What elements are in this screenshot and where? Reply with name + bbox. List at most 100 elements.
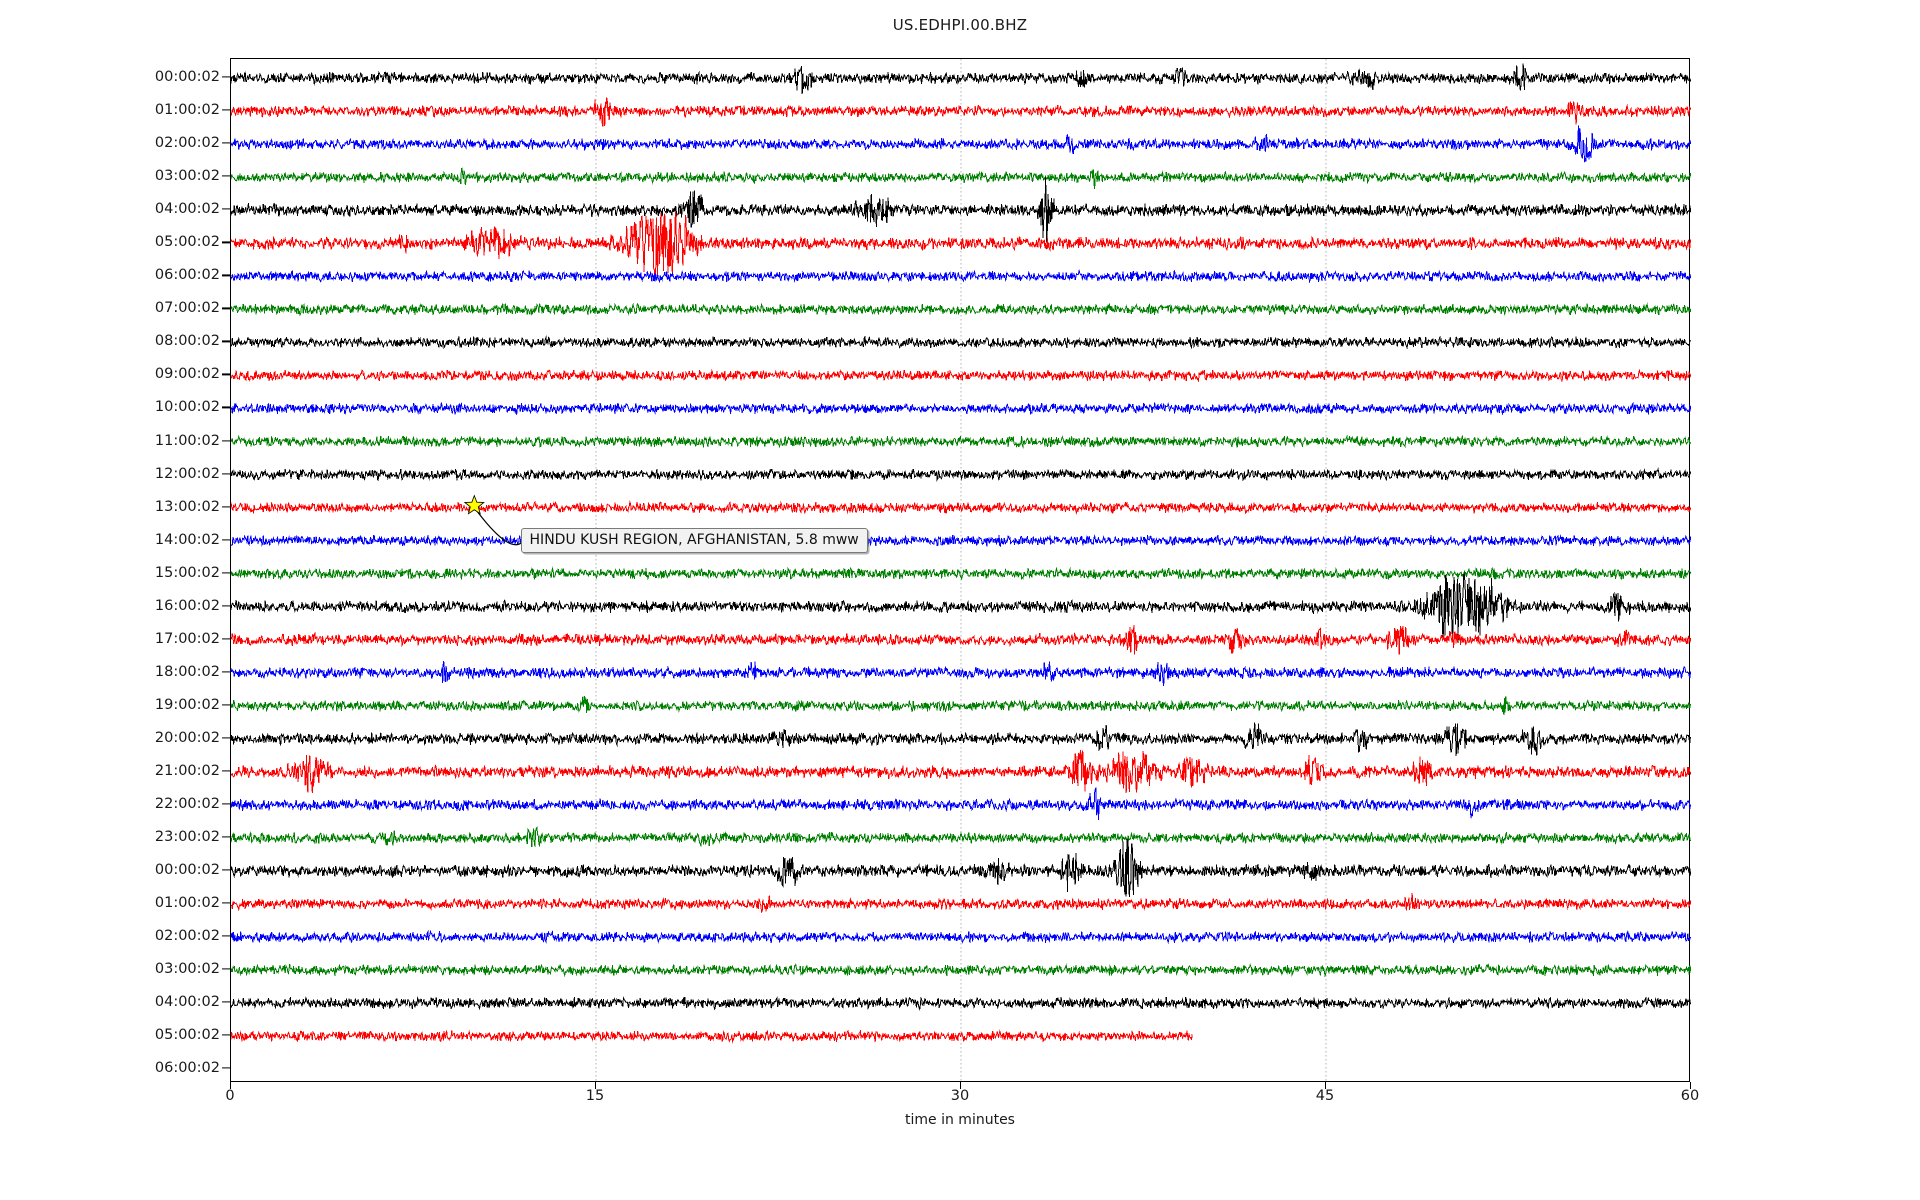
y-axis-tick-mark xyxy=(222,109,230,111)
seismic-trace xyxy=(231,750,1691,794)
seismic-trace xyxy=(231,826,1691,848)
y-axis-tick-label: 05:00:02 xyxy=(154,1027,220,1044)
y-axis-tick-label: 10:00:02 xyxy=(154,399,220,416)
y-axis-tick-label: 07:00:02 xyxy=(154,300,220,317)
x-axis-tick-label: 30 xyxy=(950,1088,970,1104)
seismic-trace xyxy=(231,1029,1193,1044)
y-axis-tick-mark xyxy=(222,770,230,772)
y-axis-tick-label: 11:00:02 xyxy=(154,432,220,449)
y-axis-tick-mark xyxy=(222,737,230,739)
y-axis-tick-label: 03:00:02 xyxy=(154,961,220,978)
y-axis-tick-label: 21:00:02 xyxy=(154,762,220,779)
y-axis-tick-mark xyxy=(222,803,230,805)
x-axis-title: time in minutes xyxy=(905,1112,1015,1128)
y-axis-tick-mark xyxy=(222,472,230,475)
y-axis-tick-mark xyxy=(222,968,230,970)
seismic-trace xyxy=(231,368,1691,383)
y-axis-tick-mark xyxy=(222,1067,230,1069)
y-axis-tick-mark xyxy=(222,539,230,541)
y-axis-tick-mark xyxy=(222,142,230,144)
y-axis-tick-label: 08:00:02 xyxy=(154,333,220,350)
seismic-trace xyxy=(231,335,1691,350)
y-axis-tick-mark xyxy=(222,274,230,276)
y-axis-tick-label: 09:00:02 xyxy=(154,366,220,383)
y-axis-tick-mark xyxy=(222,505,230,508)
x-axis-tick-mark xyxy=(1690,1082,1692,1089)
y-axis-tick-mark xyxy=(222,76,230,78)
y-axis-tick-mark xyxy=(222,671,230,673)
y-axis-tick-label: 18:00:02 xyxy=(154,663,220,680)
y-axis-tick-mark xyxy=(222,406,230,409)
seismic-trace xyxy=(231,434,1691,449)
y-axis-tick-mark xyxy=(222,935,230,937)
x-axis-tick-mark xyxy=(1325,1082,1327,1089)
seismic-trace xyxy=(231,962,1691,978)
y-axis-tick-mark xyxy=(222,307,230,309)
y-axis-tick-mark xyxy=(222,836,230,838)
annotation-layer xyxy=(463,494,522,546)
y-axis-tick-label: 23:00:02 xyxy=(154,828,220,845)
y-axis-tick-mark xyxy=(222,175,230,177)
x-axis-tick-label: 45 xyxy=(1315,1088,1335,1104)
y-axis-tick-mark xyxy=(222,869,230,871)
y-axis-tick-label: 15:00:02 xyxy=(154,564,220,581)
seismic-trace xyxy=(231,176,1691,249)
seismic-trace xyxy=(231,624,1691,655)
y-axis-tick-mark xyxy=(222,373,230,376)
y-axis-tick-label: 00:00:02 xyxy=(154,69,220,86)
seismogram-plot-area xyxy=(230,58,1691,1083)
seismic-trace xyxy=(231,533,1691,548)
x-axis-tick-label: 60 xyxy=(1680,1088,1700,1104)
y-axis-tick-label: 05:00:02 xyxy=(154,234,220,251)
y-axis-tick-mark xyxy=(222,704,230,706)
y-axis-tick-label: 22:00:02 xyxy=(154,795,220,812)
seismic-trace xyxy=(231,268,1691,284)
y-axis-tick-label: 20:00:02 xyxy=(154,729,220,746)
seismic-trace xyxy=(231,660,1691,687)
y-axis-tick-label: 16:00:02 xyxy=(154,597,220,614)
seismic-trace xyxy=(231,572,1691,643)
y-axis-tick-mark xyxy=(222,1034,230,1036)
y-axis-tick-mark xyxy=(222,208,230,210)
y-axis-tick-label: 17:00:02 xyxy=(154,630,220,647)
y-axis-tick-label: 06:00:02 xyxy=(154,267,220,284)
seismic-trace xyxy=(231,838,1691,898)
page-title: US.EDHPI.00.BHZ xyxy=(892,16,1028,34)
y-axis-tick-label: 19:00:02 xyxy=(154,696,220,713)
y-axis-tick-label: 12:00:02 xyxy=(154,465,220,482)
trace-group xyxy=(231,63,1691,1044)
y-axis-tick-label: 02:00:02 xyxy=(154,927,220,944)
seismic-trace xyxy=(231,995,1691,1011)
grid-lines xyxy=(595,59,1327,1083)
annotation-leader-line xyxy=(473,507,522,546)
seismic-trace xyxy=(231,566,1691,581)
y-axis-tick-mark xyxy=(222,340,230,342)
x-axis-tick-label: 15 xyxy=(585,1088,605,1104)
y-axis-tick-mark xyxy=(222,902,230,904)
x-axis-tick-mark xyxy=(960,1082,962,1089)
seismic-trace xyxy=(231,97,1691,127)
y-axis-tick-mark xyxy=(222,605,230,607)
y-axis-tick-mark xyxy=(222,1001,230,1003)
y-axis-tick-mark xyxy=(222,241,230,243)
y-axis-tick-label: 02:00:02 xyxy=(154,135,220,152)
seismic-trace xyxy=(231,722,1691,757)
seismic-trace xyxy=(231,467,1691,482)
seismic-trace xyxy=(231,302,1691,317)
y-axis-tick-label: 04:00:02 xyxy=(154,201,220,218)
y-axis-tick-label: 13:00:02 xyxy=(154,498,220,515)
seismic-trace xyxy=(231,167,1691,190)
y-axis-tick-label: 04:00:02 xyxy=(154,994,220,1011)
seismic-trace xyxy=(231,929,1691,945)
y-axis-tick-label: 01:00:02 xyxy=(154,894,220,911)
seismic-trace xyxy=(231,211,1691,280)
x-axis-tick-mark xyxy=(230,1082,232,1089)
y-axis-tick-label: 01:00:02 xyxy=(154,102,220,119)
y-axis-tick-label: 03:00:02 xyxy=(154,168,220,185)
seismic-trace xyxy=(231,63,1691,94)
y-axis-tick-mark xyxy=(222,638,230,640)
seismic-trace xyxy=(231,125,1691,163)
seismic-trace xyxy=(231,893,1691,914)
seismogram-traces-svg xyxy=(231,59,1691,1083)
